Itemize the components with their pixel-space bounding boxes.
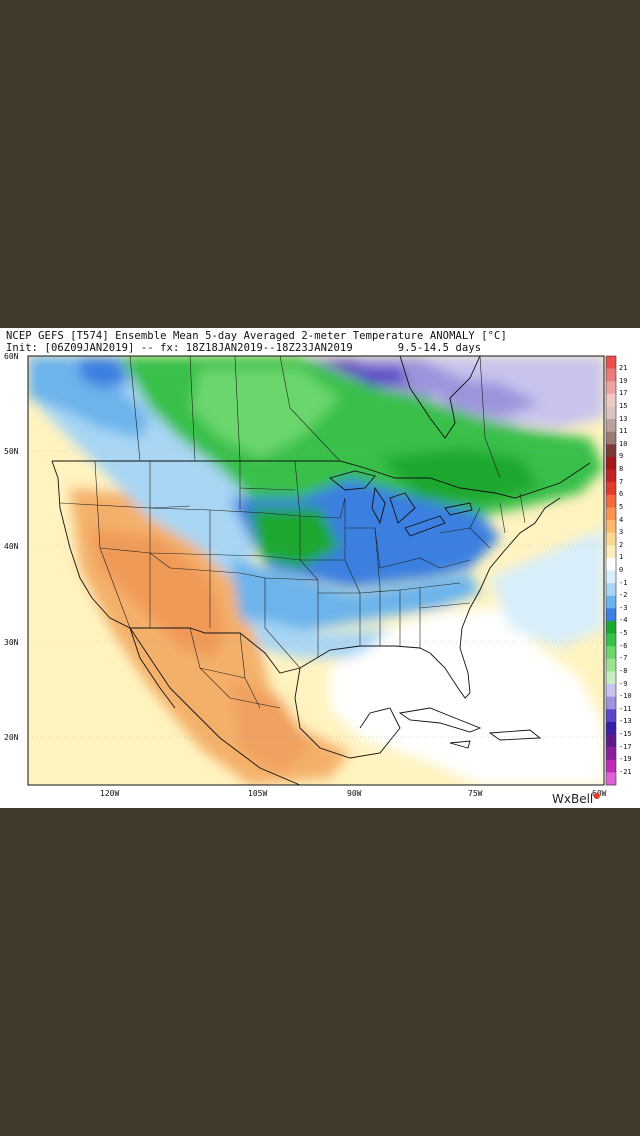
colorbar-label: 11 (619, 427, 628, 436)
colorbar-swatch (606, 532, 616, 546)
map-subtitle: Init: [06Z09JAN2019] -- fx: 18Z18JAN2019… (6, 342, 482, 354)
colorbar-swatch (606, 734, 616, 748)
wxbell-logo: WxBell● (552, 791, 600, 806)
colorbar-label: -4 (619, 616, 628, 625)
colorbar-swatch (606, 646, 616, 660)
colorbar-label: 10 (619, 439, 628, 448)
colorbar-swatch (606, 747, 616, 761)
colorbar-label: 9 (619, 452, 624, 461)
colorbar-label: 6 (619, 490, 624, 499)
colorbar-label: -17 (619, 742, 632, 751)
colorbar-swatch (606, 406, 616, 420)
colorbar-swatch (606, 671, 616, 685)
colorbar-label: -9 (619, 679, 628, 688)
colorbar-swatch (606, 620, 616, 634)
colorbar-label: 17 (619, 389, 628, 398)
lon-label-90w: 90W (347, 789, 362, 798)
colorbar-label: 0 (619, 566, 624, 574)
colorbar-swatch (606, 608, 616, 622)
colorbar-swatch (606, 583, 616, 597)
lat-label-50n: 50N (4, 447, 19, 456)
colorbar-label: -15 (619, 730, 632, 739)
colorbar-label: 8 (619, 465, 624, 474)
colorbar-label: 13 (619, 414, 628, 423)
colorbar-swatch (606, 633, 616, 647)
colorbar-swatch (606, 356, 616, 369)
colorbar-label: 2 (619, 540, 624, 549)
colorbar-label: 21 (619, 364, 628, 373)
colorbar-swatch (606, 507, 616, 521)
lat-label-40n: 40N (4, 542, 19, 551)
brand-name: WxBell (552, 792, 594, 806)
lon-label-105w: 105W (248, 789, 268, 798)
colorbar-swatch (606, 444, 616, 458)
colorbar-label: -13 (619, 717, 632, 726)
lat-label-20n: 20N (4, 733, 19, 742)
colorbar-swatch (606, 772, 616, 786)
colorbar-label: 3 (619, 528, 624, 537)
map-title: NCEP GEFS [T574] Ensemble Mean 5-day Ave… (6, 330, 507, 342)
colorbar (605, 355, 617, 786)
colorbar-label: -5 (619, 629, 628, 638)
colorbar-label: 5 (619, 502, 624, 511)
colorbar-swatch (606, 469, 616, 483)
colorbar-label: -8 (619, 666, 628, 675)
colorbar-label: -19 (619, 755, 632, 764)
colorbar-swatch (606, 557, 616, 571)
temperature-anomaly-map (27, 355, 617, 786)
colorbar-swatch (606, 759, 616, 773)
colorbar-label: -1 (619, 578, 628, 587)
colorbar-label: 4 (619, 515, 624, 524)
colorbar-label: 19 (619, 376, 628, 385)
colorbar-label: -21 (619, 767, 632, 776)
colorbar-swatch (606, 709, 616, 723)
lon-label-75w: 75W (468, 789, 483, 798)
colorbar-label: 15 (619, 401, 628, 410)
colorbar-swatch (606, 431, 616, 445)
colorbar-swatch (606, 658, 616, 672)
colorbar-swatch (606, 570, 616, 584)
colorbar-label: -6 (619, 641, 628, 650)
brand-dot-icon: ● (593, 791, 601, 800)
colorbar-swatch (606, 721, 616, 735)
colorbar-label: -3 (619, 603, 628, 612)
colorbar-swatch (606, 368, 616, 382)
colorbar-swatch (606, 595, 616, 609)
colorbar-label: -10 (619, 692, 632, 701)
colorbar-label: -7 (619, 654, 628, 663)
lon-label-60w: 60W (592, 789, 607, 798)
colorbar-label: 7 (619, 477, 624, 486)
colorbar-swatch (606, 520, 616, 533)
colorbar-swatch (606, 456, 616, 470)
lat-label-30n: 30N (4, 638, 19, 647)
colorbar-label: 1 (619, 553, 624, 562)
lat-label-60n: 60N (4, 352, 19, 361)
colorbar-swatch (606, 494, 616, 508)
colorbar-label: -11 (619, 704, 632, 713)
map-card: NCEP GEFS [T574] Ensemble Mean 5-day Ave… (0, 328, 640, 808)
colorbar-swatch (606, 696, 616, 710)
lon-label-120w: 120W (100, 789, 120, 798)
colorbar-swatch (606, 393, 616, 407)
colorbar-label: -2 (619, 591, 628, 600)
colorbar-swatch (606, 381, 616, 395)
colorbar-swatch (606, 482, 616, 496)
colorbar-swatch (606, 545, 616, 559)
colorbar-swatch (606, 419, 616, 433)
colorbar-swatch (606, 684, 616, 697)
